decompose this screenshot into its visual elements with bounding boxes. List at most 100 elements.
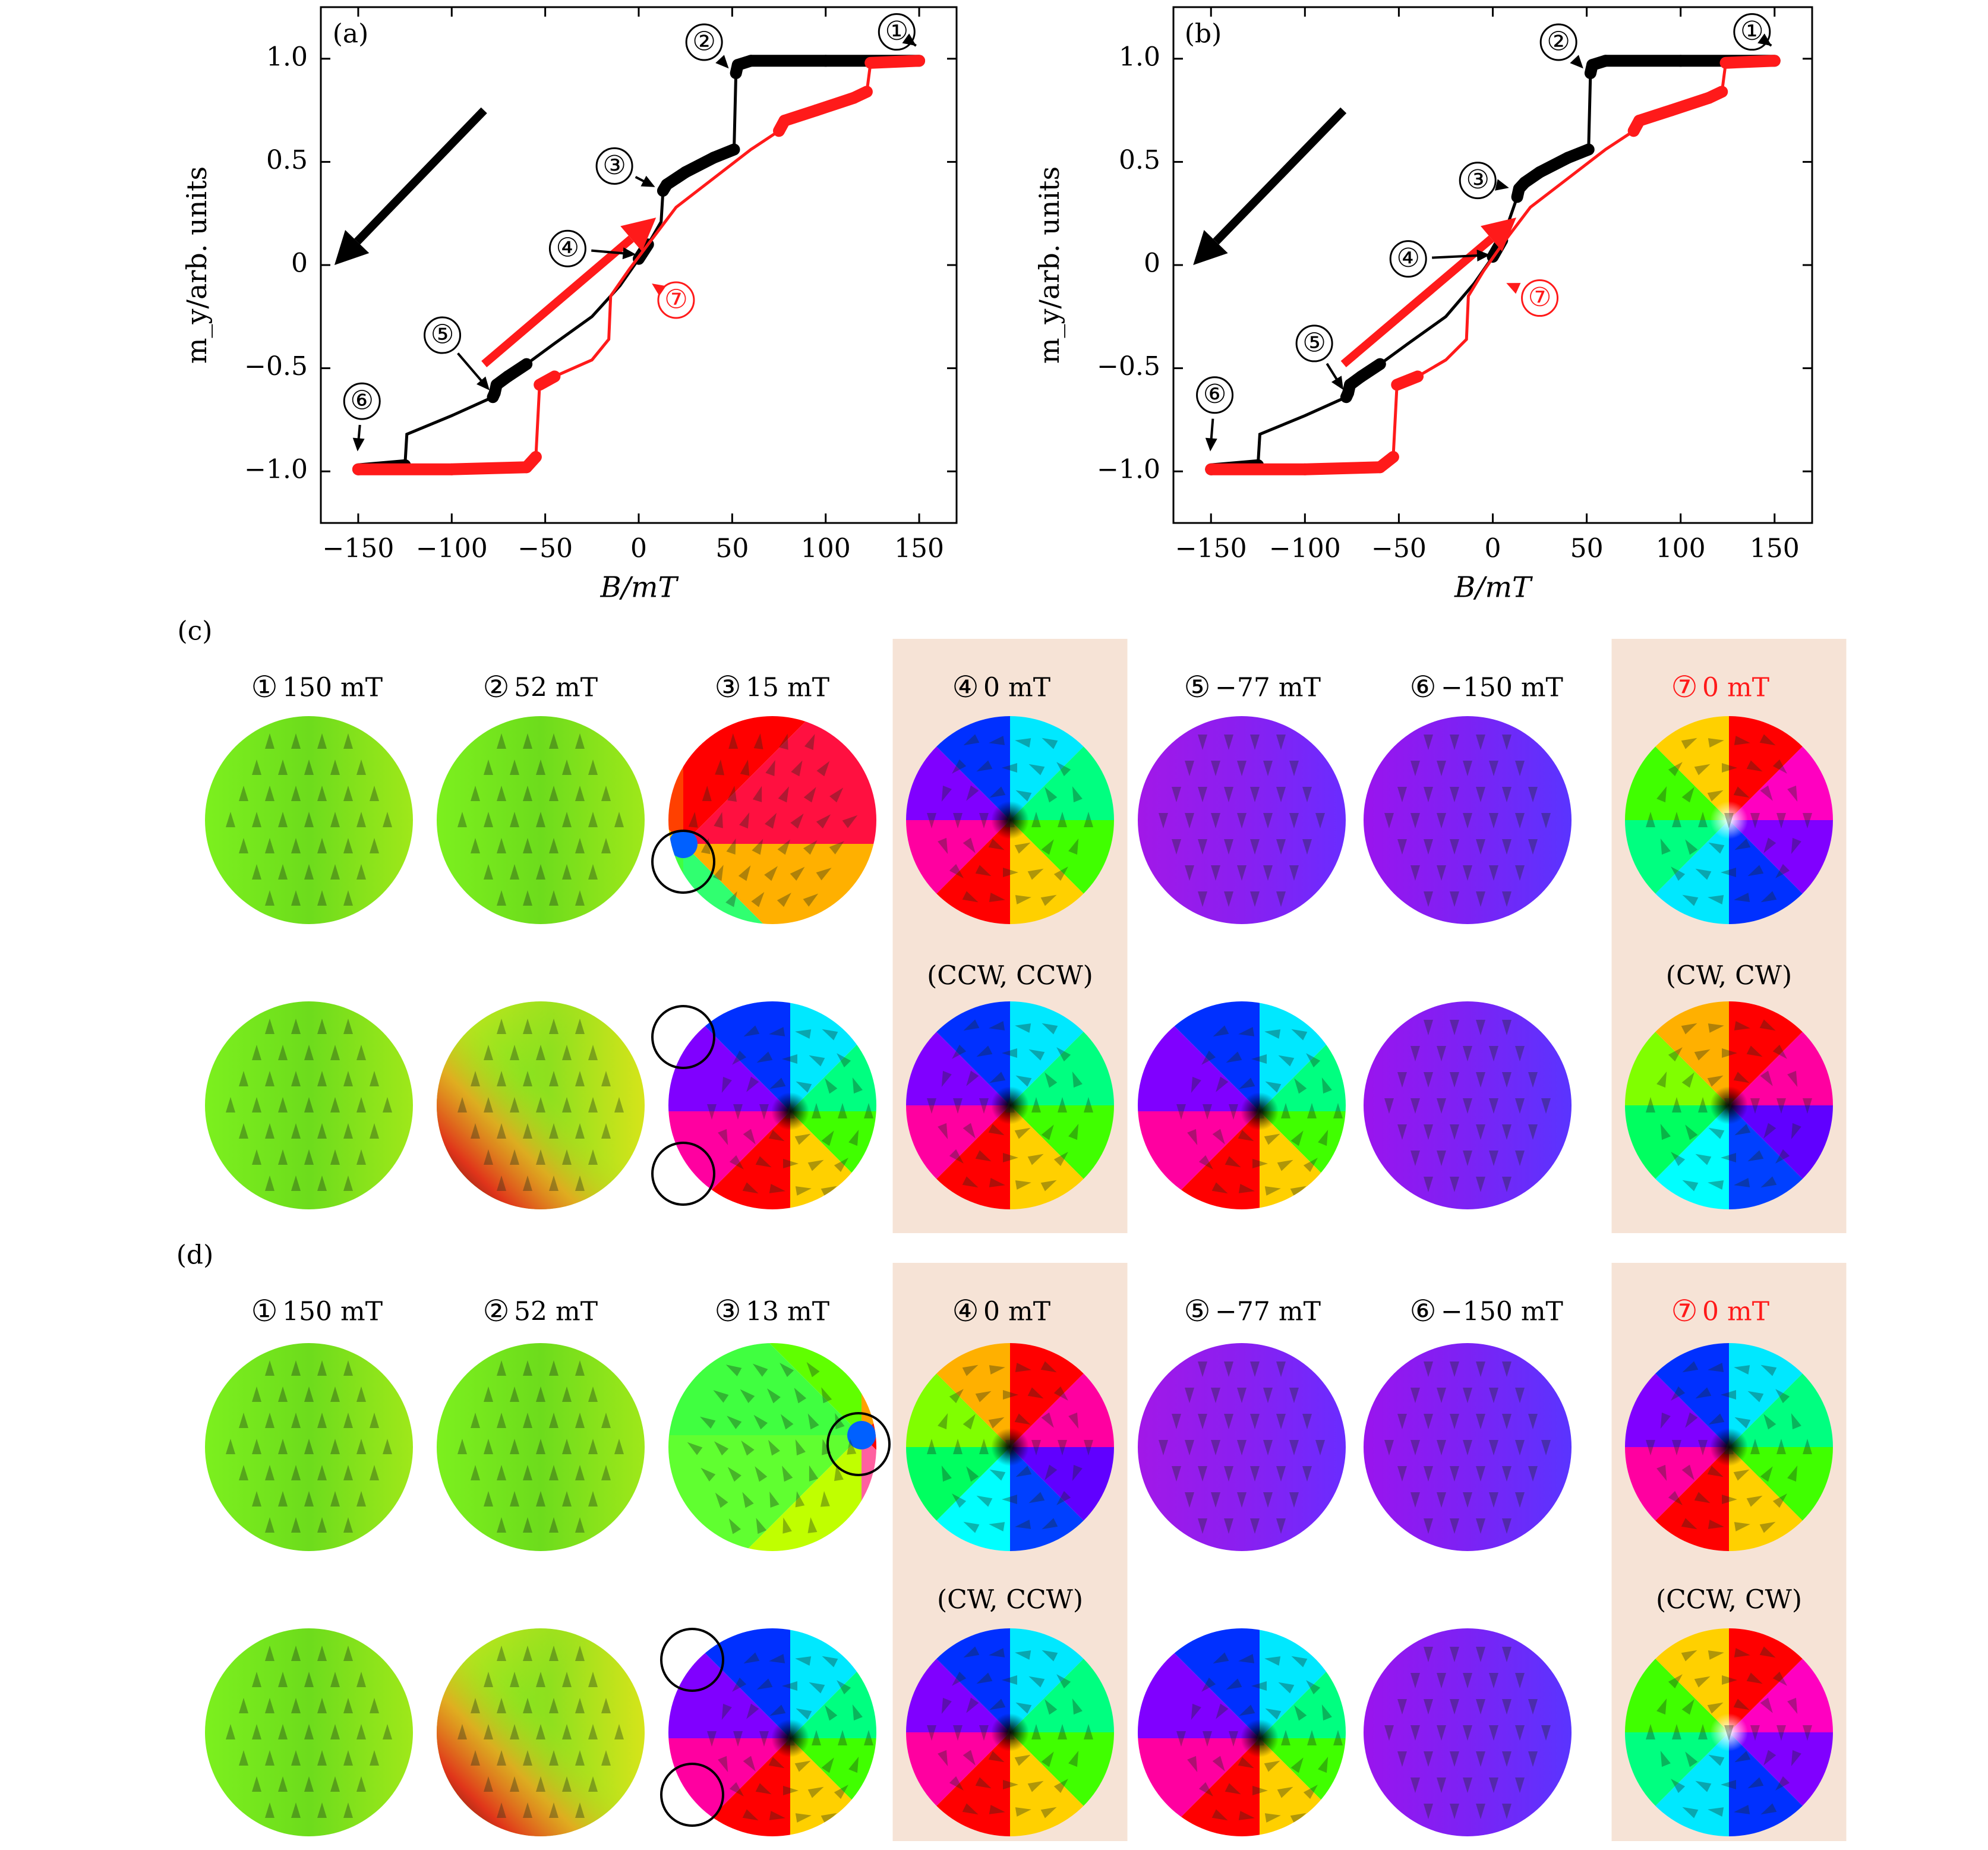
moment-arrow	[1084, 1097, 1093, 1112]
moment-arrow	[732, 1050, 747, 1065]
moment-arrow	[471, 1698, 480, 1713]
moment-arrow	[1041, 1412, 1054, 1428]
moment-arrow	[829, 841, 844, 855]
moment-arrow	[1237, 813, 1247, 828]
moment-arrow	[1291, 1029, 1308, 1041]
moment-arrow	[239, 1123, 248, 1139]
moment-arrow	[1746, 1672, 1763, 1684]
vortex-sector	[1150, 1001, 1260, 1111]
vortex-sector	[1625, 1447, 1729, 1551]
moment-arrow	[1211, 761, 1220, 776]
moment-arrow	[1750, 1725, 1760, 1741]
moment-arrow	[1424, 1072, 1433, 1088]
marker-circle	[424, 316, 462, 354]
marker-circle	[1295, 324, 1333, 363]
moment-arrow	[1002, 1048, 1017, 1058]
state-number: ②	[483, 1294, 510, 1328]
moment-arrow	[963, 1521, 980, 1533]
moment-arrow	[1263, 1492, 1273, 1508]
moment-arrow	[1656, 786, 1667, 803]
moment-arrow	[1042, 1650, 1058, 1662]
moment-arrow	[989, 1522, 1005, 1531]
moment-arrow	[383, 1724, 392, 1739]
moment-arrow	[1694, 1492, 1711, 1504]
moment-arrow	[1746, 1495, 1763, 1507]
moment-arrow	[1721, 1153, 1736, 1162]
moment-arrow	[1252, 1786, 1268, 1795]
moment-arrow	[1058, 1724, 1067, 1739]
moment-arrow	[1515, 1725, 1525, 1741]
moment-arrow	[330, 759, 340, 775]
moment-arrow	[1437, 761, 1446, 776]
moment-arrow	[614, 1724, 624, 1739]
moment-arrow	[1306, 1053, 1321, 1068]
moment-arrow	[941, 1465, 952, 1482]
moment-arrow	[1252, 1159, 1268, 1168]
moment-arrow	[1424, 1124, 1433, 1140]
moment-arrow	[975, 865, 992, 877]
moment-arrow	[1463, 1725, 1472, 1741]
moment-arrow	[1721, 1780, 1736, 1789]
moment-arrow	[1724, 1439, 1734, 1454]
series-band-ascending	[534, 370, 561, 391]
moment-arrow	[317, 1698, 327, 1713]
moment-arrow	[1397, 1072, 1407, 1088]
y-tick-label: −1.0	[1097, 455, 1160, 485]
series-band-descending	[487, 387, 501, 404]
moment-arrow	[265, 890, 274, 906]
moment-arrow	[317, 1750, 327, 1766]
moment-arrow	[963, 1646, 980, 1658]
snapshot-vortex-c	[1625, 1001, 1833, 1209]
vortex-sector	[1625, 716, 1729, 820]
moment-arrow	[523, 1123, 532, 1139]
moment-arrow	[484, 1149, 493, 1165]
moment-arrow	[976, 1495, 993, 1507]
moment-arrow	[1747, 1777, 1764, 1789]
moment-arrow	[988, 1124, 1005, 1136]
moment-arrow	[1424, 1751, 1433, 1767]
moment-arrow	[1027, 1387, 1044, 1399]
moment-arrow	[1776, 1439, 1786, 1454]
state-number: ⑦	[1671, 1294, 1698, 1328]
moment-arrow	[938, 1413, 948, 1430]
moment-arrow	[497, 1019, 506, 1034]
moment-arrow	[1072, 1464, 1083, 1481]
moment-arrow	[1489, 1098, 1498, 1114]
moment-arrow	[1263, 813, 1273, 828]
domain-sector	[685, 1435, 862, 1551]
moment-arrow	[1410, 865, 1420, 881]
vortex-sector	[1625, 820, 1729, 924]
moment-arrow	[1695, 1387, 1712, 1399]
vortex-sector	[906, 716, 1010, 820]
moment-arrow	[1437, 865, 1446, 881]
moment-arrow	[803, 893, 819, 907]
moment-arrow	[575, 1517, 585, 1533]
moment-arrow	[1264, 1186, 1281, 1196]
marker-circle	[1539, 23, 1577, 61]
moment-arrow	[721, 1703, 732, 1720]
moment-arrow	[966, 1697, 979, 1713]
moment-arrow	[941, 1070, 952, 1087]
moment-arrow	[497, 1517, 506, 1533]
moment-arrow	[523, 1698, 532, 1713]
marker-arrow	[1432, 254, 1482, 259]
state-number: ④	[952, 670, 979, 704]
series-band-ascending	[810, 92, 860, 116]
moment-arrow	[1410, 1777, 1420, 1793]
vortex-sector	[1625, 1447, 1729, 1551]
vortex-sector	[906, 1343, 1010, 1447]
y-tick-label: −0.5	[244, 351, 308, 382]
field-label: 52 mT	[514, 673, 598, 703]
vortex-core	[991, 1086, 1029, 1124]
moment-arrow	[1277, 1786, 1293, 1798]
moment-arrow	[1733, 1071, 1750, 1083]
moment-arrow	[1681, 738, 1697, 749]
moment-arrow	[265, 1413, 274, 1428]
moment-arrow	[1237, 1492, 1247, 1508]
moment-arrow	[1384, 1098, 1394, 1114]
moment-arrow	[1489, 1673, 1498, 1688]
moment-arrow	[952, 1493, 967, 1508]
moment-arrow	[1476, 1466, 1485, 1482]
moment-arrow	[343, 1071, 353, 1086]
moment-arrow	[822, 1656, 838, 1668]
